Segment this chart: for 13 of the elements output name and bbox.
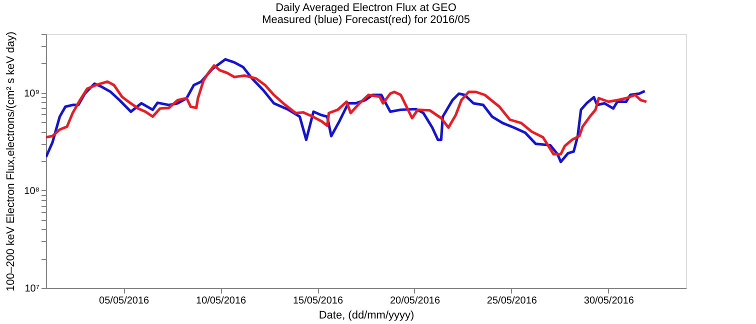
y-tick-label: 10⁷: [24, 284, 40, 294]
y-axis-title: 100–200 keV Electron Flux,electrons/(cm² s keV day): [5, 32, 18, 292]
x-tick-label: 15/05/2016: [292, 296, 344, 306]
chart-subtitle: Measured (blue) Forecast(red) for 2016/05: [262, 14, 470, 26]
x-tick-label: 20/05/2016: [390, 296, 440, 306]
chart-title: Daily Averaged Electron Flux at GEO: [276, 2, 457, 14]
x-tick-label: 25/05/2016: [486, 296, 538, 306]
x-tick-label: 05/05/2016: [99, 296, 150, 306]
y-tick-label: 10⁸: [24, 186, 40, 197]
x-tick-label: 30/05/2016: [584, 296, 634, 306]
x-tick-label: 10/05/2016: [196, 296, 246, 306]
y-tick-label: 10⁹: [24, 88, 40, 100]
x-axis-title: Date, (dd/mm/yyyy): [318, 310, 414, 322]
